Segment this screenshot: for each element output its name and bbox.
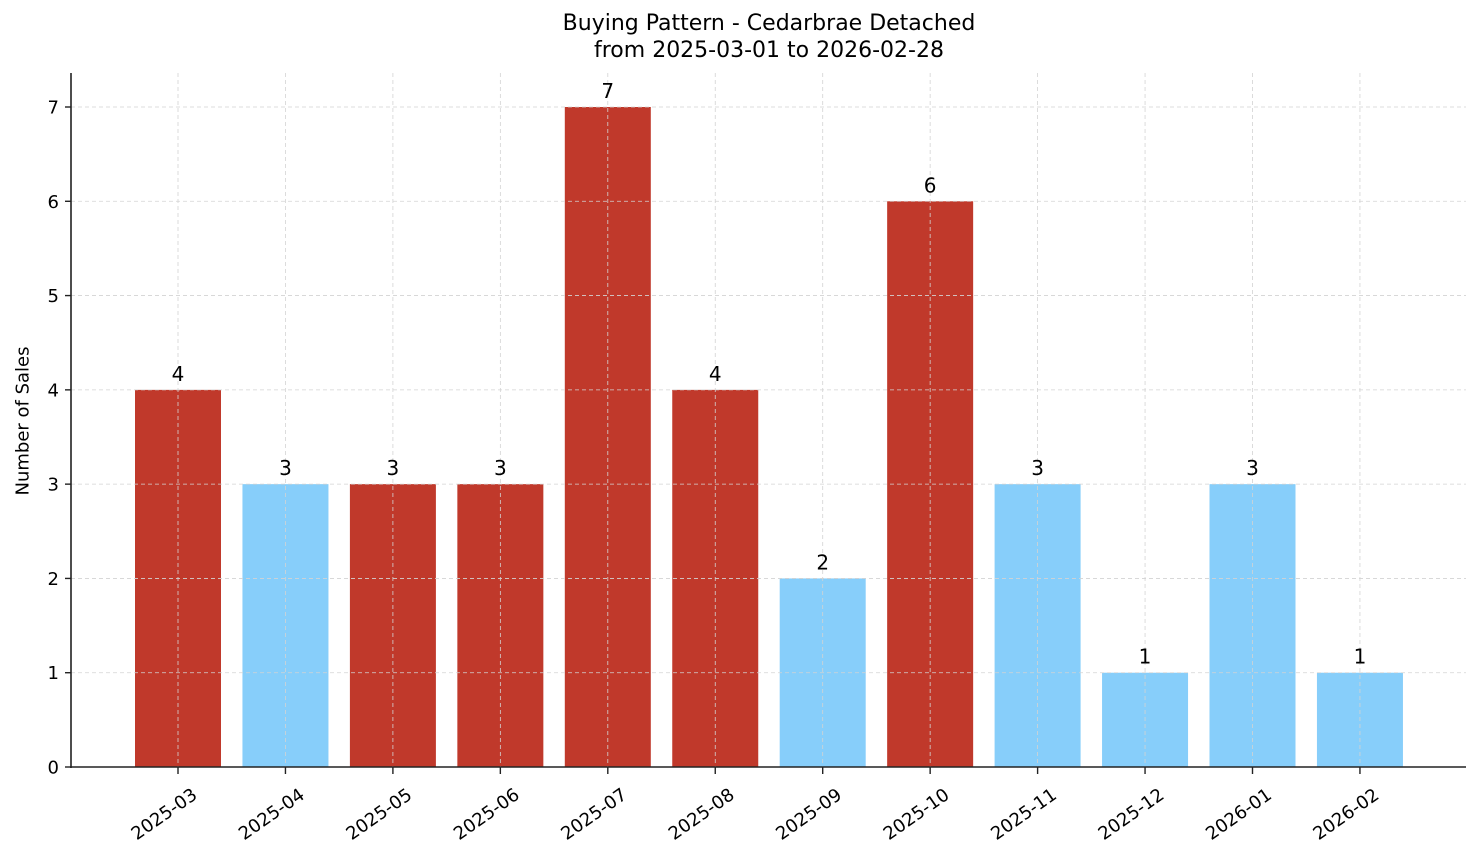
x-tick-label: 2025-10	[880, 784, 954, 844]
y-tick-label: 4	[48, 380, 59, 401]
x-tick-label: 2025-08	[665, 784, 739, 844]
x-tick-label: 2025-07	[557, 784, 631, 844]
y-tick-label: 6	[48, 192, 59, 213]
data-label: 3	[387, 456, 400, 480]
bar	[887, 201, 974, 768]
x-tick-label: 2025-11	[987, 784, 1061, 844]
y-tick-label: 2	[48, 569, 59, 590]
data-label: 2	[816, 550, 829, 574]
x-tick-label: 2026-01	[1202, 784, 1276, 844]
y-tick-label: 1	[48, 663, 59, 684]
data-label: 4	[172, 362, 185, 386]
data-label: 3	[279, 456, 292, 480]
x-tick-label: 2026-02	[1309, 784, 1383, 844]
data-label: 1	[1139, 645, 1152, 669]
y-tick-label: 5	[48, 286, 59, 307]
data-label: 6	[924, 173, 937, 197]
y-tick-label: 3	[48, 475, 59, 496]
x-tick-label: 2025-12	[1095, 784, 1169, 844]
data-label: 4	[709, 362, 722, 386]
data-label: 3	[1031, 456, 1044, 480]
chart-title-line1: Buying Pattern - Cedarbrae Detached	[562, 11, 976, 36]
chart-title-line2: from 2025-03-01 to 2026-02-28	[594, 38, 944, 63]
x-tick-label: 2025-04	[235, 784, 309, 844]
x-tick-label: 2025-03	[128, 784, 202, 844]
y-tick-label: 7	[48, 98, 59, 119]
y-tick-label: 0	[48, 758, 59, 779]
chart-title: Buying Pattern - Cedarbrae Detached from…	[0, 10, 1481, 64]
data-label: 3	[1246, 456, 1259, 480]
data-label: 3	[494, 456, 507, 480]
x-tick-label: 2025-09	[772, 784, 846, 844]
x-tick-label: 2025-05	[342, 784, 416, 844]
data-label: 1	[1354, 645, 1367, 669]
data-label: 7	[601, 79, 614, 103]
x-tick-label: 2025-06	[450, 784, 524, 844]
